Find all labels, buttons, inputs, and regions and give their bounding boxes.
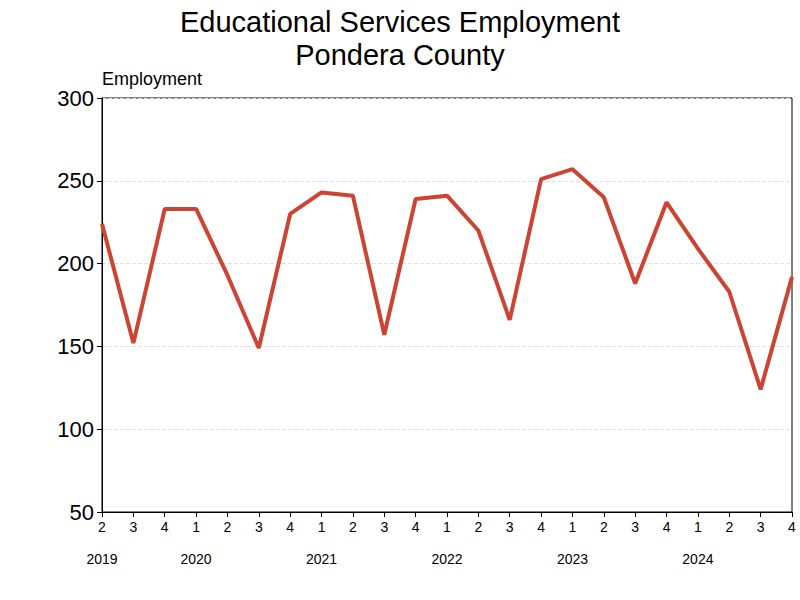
svg-text:2024: 2024 — [682, 551, 713, 567]
svg-text:4: 4 — [788, 519, 796, 535]
svg-text:2021: 2021 — [306, 551, 337, 567]
svg-text:3: 3 — [506, 519, 514, 535]
svg-text:2: 2 — [474, 519, 482, 535]
svg-text:50: 50 — [70, 500, 94, 525]
svg-text:1: 1 — [318, 519, 326, 535]
svg-text:Employment: Employment — [102, 69, 202, 89]
svg-text:1: 1 — [694, 519, 702, 535]
svg-text:2: 2 — [98, 519, 106, 535]
svg-text:200: 200 — [57, 251, 94, 276]
svg-text:2: 2 — [725, 519, 733, 535]
svg-text:300: 300 — [57, 86, 94, 111]
svg-text:3: 3 — [255, 519, 263, 535]
svg-text:2019: 2019 — [86, 551, 117, 567]
svg-text:Pondera County: Pondera County — [295, 39, 505, 71]
svg-text:4: 4 — [663, 519, 671, 535]
svg-text:3: 3 — [129, 519, 137, 535]
svg-text:2: 2 — [224, 519, 232, 535]
svg-text:4: 4 — [412, 519, 420, 535]
svg-text:4: 4 — [286, 519, 294, 535]
svg-text:2020: 2020 — [181, 551, 212, 567]
svg-text:1: 1 — [569, 519, 577, 535]
svg-text:100: 100 — [57, 417, 94, 442]
svg-text:2022: 2022 — [431, 551, 462, 567]
svg-text:1: 1 — [443, 519, 451, 535]
svg-text:4: 4 — [161, 519, 169, 535]
svg-text:3: 3 — [631, 519, 639, 535]
svg-text:2023: 2023 — [557, 551, 588, 567]
svg-text:1: 1 — [192, 519, 200, 535]
svg-text:150: 150 — [57, 334, 94, 359]
svg-text:2: 2 — [349, 519, 357, 535]
svg-text:250: 250 — [57, 168, 94, 193]
svg-text:4: 4 — [537, 519, 545, 535]
svg-text:Educational Services Employmen: Educational Services Employment — [180, 6, 620, 38]
svg-text:2: 2 — [600, 519, 608, 535]
svg-text:3: 3 — [380, 519, 388, 535]
svg-text:3: 3 — [757, 519, 765, 535]
